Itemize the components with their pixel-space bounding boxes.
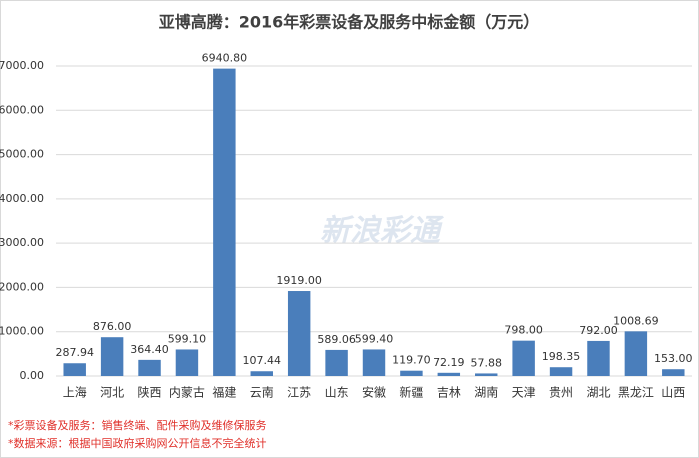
value-label: 599.40 bbox=[355, 332, 394, 345]
x-tick-label: 贵州 bbox=[549, 386, 573, 400]
bar bbox=[549, 367, 573, 376]
bar bbox=[250, 371, 273, 376]
value-label: 798.00 bbox=[504, 324, 543, 337]
footnote: *彩票设备及服务：销售终端、配件采购及维修保服务 bbox=[8, 418, 267, 432]
bar bbox=[362, 349, 386, 376]
x-tick-label: 天津 bbox=[512, 386, 536, 400]
y-tick-label: 7000.00 bbox=[0, 59, 44, 72]
y-tick-label: 1000.00 bbox=[0, 325, 44, 338]
bar bbox=[138, 359, 161, 376]
y-tick-label: 4000.00 bbox=[0, 192, 44, 205]
value-label: 599.10 bbox=[168, 332, 207, 345]
x-tick-label: 福建 bbox=[212, 385, 236, 400]
x-tick-label: 新疆 bbox=[399, 385, 423, 400]
value-label: 287.94 bbox=[55, 346, 94, 359]
y-tick-label: 0.00 bbox=[20, 369, 45, 382]
bar bbox=[287, 291, 311, 376]
bar bbox=[175, 349, 199, 376]
value-label: 57.88 bbox=[470, 356, 502, 369]
value-label: 153.00 bbox=[654, 352, 693, 365]
value-label: 119.70 bbox=[392, 354, 431, 367]
value-label: 1919.00 bbox=[276, 274, 322, 287]
value-label: 1008.69 bbox=[613, 314, 659, 327]
x-tick-label: 上海 bbox=[63, 385, 87, 400]
x-tick-label: 云南 bbox=[250, 385, 274, 400]
bar bbox=[475, 373, 498, 376]
chart-title: 亚博高腾：2016年彩票设备及服务中标金额（万元） bbox=[159, 13, 540, 32]
x-tick-label: 安徽 bbox=[362, 385, 386, 400]
value-label: 107.44 bbox=[243, 354, 282, 367]
bar bbox=[400, 370, 423, 376]
value-label: 876.00 bbox=[93, 320, 132, 333]
bar bbox=[624, 331, 648, 376]
x-tick-label: 山西 bbox=[661, 386, 685, 400]
value-label: 6940.80 bbox=[202, 52, 248, 65]
bar bbox=[100, 337, 124, 376]
bar bbox=[587, 340, 610, 376]
x-tick-label: 湖北 bbox=[586, 385, 610, 400]
footnote: *数据来源：根据中国政府采购网公开信息不完全统计 bbox=[8, 436, 267, 450]
y-tick-label: 2000.00 bbox=[0, 280, 44, 293]
x-tick-label: 湖南 bbox=[474, 385, 498, 400]
value-label: 198.35 bbox=[542, 350, 581, 363]
x-tick-label: 内蒙古 bbox=[169, 385, 205, 400]
bar bbox=[63, 363, 86, 376]
bar bbox=[662, 369, 685, 376]
x-tick-label: 陕西 bbox=[138, 385, 162, 400]
y-tick-label: 6000.00 bbox=[0, 103, 44, 116]
value-label: 72.19 bbox=[433, 356, 465, 369]
x-tick-label: 黑龙江 bbox=[618, 386, 654, 400]
value-label: 792.00 bbox=[579, 324, 618, 337]
value-label: 589.06 bbox=[317, 333, 356, 346]
x-tick-label: 吉林 bbox=[437, 386, 461, 400]
bar bbox=[213, 68, 236, 377]
bar bbox=[325, 349, 348, 376]
bar bbox=[437, 372, 461, 376]
bar bbox=[512, 340, 535, 376]
x-tick-label: 山东 bbox=[325, 386, 349, 400]
y-tick-label: 5000.00 bbox=[0, 148, 44, 161]
y-tick-label: 3000.00 bbox=[0, 236, 44, 249]
value-label: 364.40 bbox=[130, 343, 169, 356]
x-tick-label: 江苏 bbox=[287, 386, 311, 400]
x-tick-label: 河北 bbox=[100, 386, 124, 400]
